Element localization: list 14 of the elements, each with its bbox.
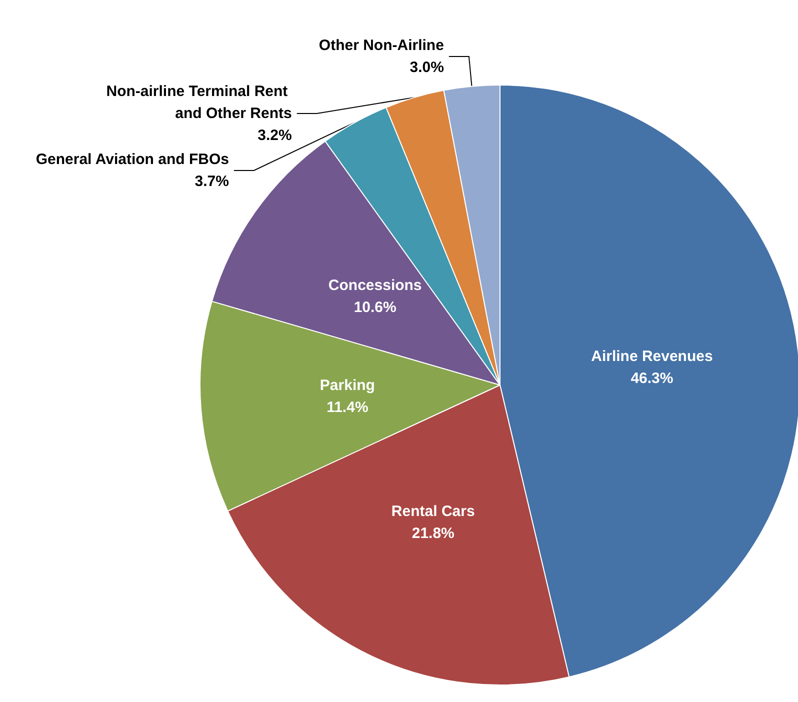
slice-label: Rental Cars [391,503,475,520]
data-label: 3.7% [194,172,229,190]
slice-label: Non-airline Terminal Rent and Other Rents [106,82,292,122]
data-label: 21.8% [412,525,454,542]
data-label: 46.3% [630,370,674,387]
slice-label: Parking [320,377,375,394]
data-label: 3.0% [410,58,444,76]
slice-label: General Aviation and FBOs [36,150,229,168]
data-label: 3.2% [258,126,292,144]
data-label: 10.6% [354,299,396,316]
slice-label: Concessions [328,277,422,294]
data-label: 11.4% [326,399,368,416]
slice-label: Other Non-Airline [318,36,444,54]
slice-label: Airline Revenues [591,348,713,365]
